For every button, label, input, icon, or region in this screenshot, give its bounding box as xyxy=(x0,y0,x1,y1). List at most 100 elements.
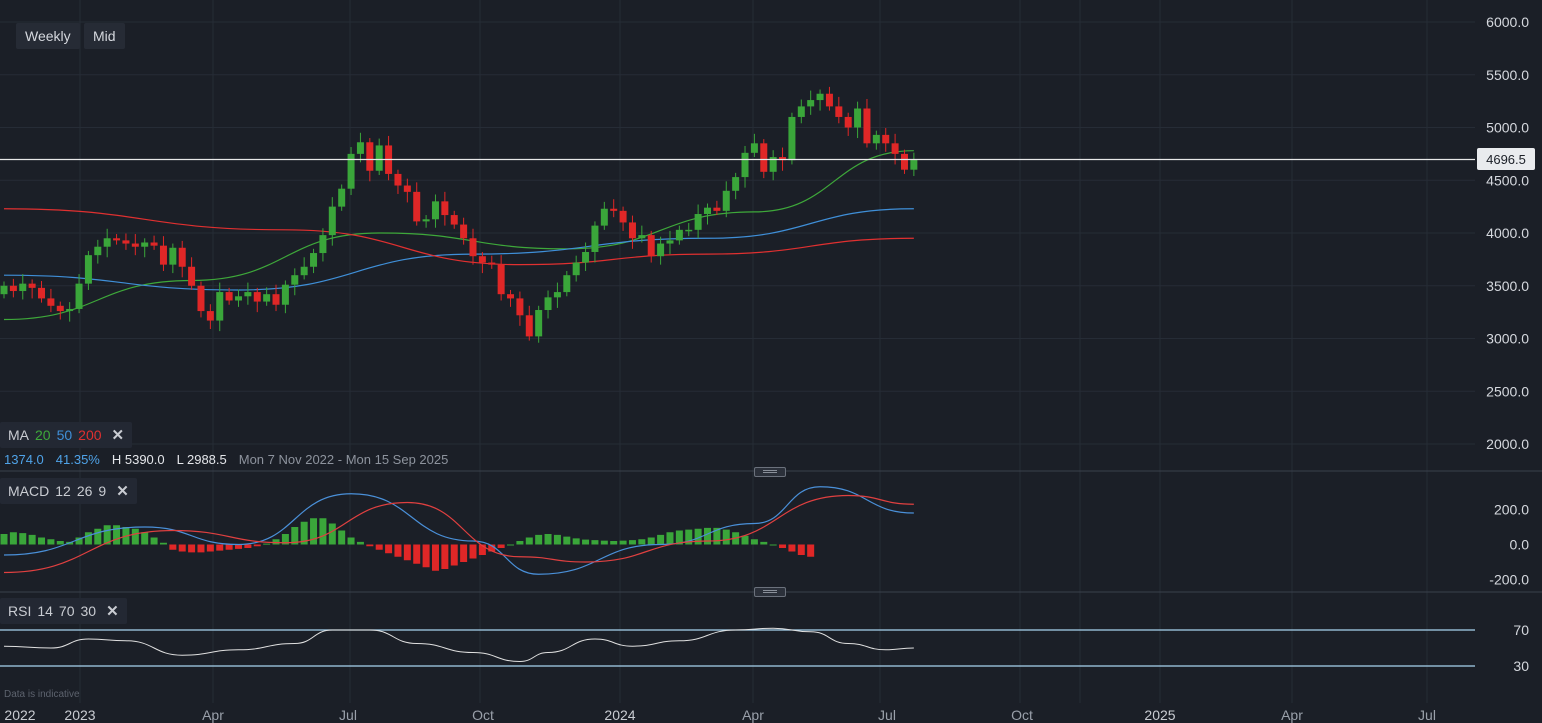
macd-histogram-bar xyxy=(769,544,777,546)
candle-body xyxy=(131,243,139,247)
macd-histogram-bar xyxy=(422,544,430,568)
macd-histogram-bar xyxy=(113,525,121,545)
price-tick-label: 4500.0 xyxy=(1486,172,1529,188)
panel-resize-handle[interactable] xyxy=(754,467,786,477)
candle-body xyxy=(600,208,608,226)
macd-histogram-bar xyxy=(84,532,92,545)
macd-histogram-bar xyxy=(366,544,374,547)
candle-body xyxy=(235,296,242,301)
macd-histogram-bar xyxy=(516,541,524,545)
candle-body xyxy=(366,142,374,171)
macd-histogram-bar xyxy=(563,536,571,545)
macd-signal-line xyxy=(3,494,914,574)
candle-body xyxy=(56,305,64,312)
price-tick-label: 3000.0 xyxy=(1486,331,1529,347)
macd-histogram-bar xyxy=(488,544,496,552)
macd-histogram-bar xyxy=(760,541,768,545)
candle-body xyxy=(328,206,336,236)
macd-close-icon[interactable]: ✕ xyxy=(116,483,129,500)
candle-body xyxy=(732,177,740,191)
candle-body xyxy=(84,255,92,284)
macd-histogram-bar xyxy=(741,535,749,545)
ma50-line xyxy=(3,208,914,291)
macd-histogram-bar xyxy=(685,529,693,545)
ma-close-icon[interactable]: ✕ xyxy=(111,427,125,444)
price-tick-label: 5500.0 xyxy=(1486,67,1529,83)
high-value: H 5390.0 xyxy=(111,452,165,467)
current-price-tag: 4696.5 xyxy=(1477,148,1535,170)
candle-body xyxy=(488,262,496,265)
rsi-panel: 70 30 xyxy=(0,622,1529,674)
macd-histogram-bar xyxy=(647,537,655,545)
macd-histogram-bar xyxy=(544,534,552,545)
macd-histogram-bar xyxy=(75,537,83,545)
candle-body xyxy=(244,292,252,297)
candle-body xyxy=(281,284,289,305)
candle-body xyxy=(553,292,561,298)
candle-body xyxy=(103,238,111,247)
macd-histogram-bar xyxy=(28,534,36,545)
interval-button[interactable]: Weekly xyxy=(16,23,80,49)
macd-histogram-bar xyxy=(460,544,468,562)
macd-histogram-bar xyxy=(750,539,758,545)
ma20-line xyxy=(3,150,914,321)
macd-tick-label: 0.0 xyxy=(1510,537,1530,553)
macd-legend[interactable]: MACD 12 26 9 ✕ xyxy=(0,478,137,504)
candle-body xyxy=(666,240,674,244)
price-type-button[interactable]: Mid xyxy=(84,23,125,49)
candle-body xyxy=(647,235,655,257)
macd-histogram-bar xyxy=(197,544,205,553)
candle-body xyxy=(788,116,796,161)
candle-body xyxy=(338,188,346,207)
time-axis-label: Oct xyxy=(1011,707,1033,723)
time-axis-label: Jul xyxy=(878,707,896,723)
ma-legend[interactable]: MA 20 50 200 ✕ xyxy=(0,422,133,448)
macd-histogram-bar xyxy=(713,527,721,545)
candle-body xyxy=(394,173,402,186)
moving-average-lines xyxy=(3,150,914,321)
macd-panel: 200.0 0.0 -200.0 xyxy=(0,486,1530,588)
time-axis: 2022 2023 Apr Jul Oct 2024 Apr Jul Oct 2025 Apr Jul xyxy=(4,707,1436,723)
candle-body xyxy=(872,134,880,144)
data-disclaimer: Data is indicative xyxy=(4,689,80,700)
panel-resize-handle[interactable] xyxy=(754,587,786,597)
macd-histogram-bar xyxy=(572,538,580,545)
candle-body xyxy=(422,219,430,222)
candle-body xyxy=(413,191,421,222)
candle-body xyxy=(750,143,758,153)
candle-body xyxy=(159,245,167,265)
candle-body xyxy=(685,229,693,232)
macd-histogram-bar xyxy=(394,544,402,557)
candle-body xyxy=(113,238,121,241)
candle-body xyxy=(544,297,552,311)
macd-tick-label: -200.0 xyxy=(1489,572,1529,588)
candle-body xyxy=(75,283,83,309)
macd-histogram-bar xyxy=(788,544,796,552)
candle-body xyxy=(469,238,477,257)
macd-histogram-bar xyxy=(356,541,364,545)
candle-body xyxy=(47,298,55,306)
time-axis-label: 2024 xyxy=(604,707,635,723)
rsi-close-icon[interactable]: ✕ xyxy=(106,603,119,620)
candle-body xyxy=(497,264,505,295)
macd-histogram-bar xyxy=(619,540,627,545)
candle-body xyxy=(779,157,787,161)
time-axis-label: Apr xyxy=(1281,707,1303,723)
candle-body xyxy=(460,224,468,239)
macd-histogram-bar xyxy=(450,544,458,566)
macd-histogram-bar xyxy=(328,523,336,545)
candle-body xyxy=(863,108,871,144)
macd-line xyxy=(3,486,914,575)
rsi-period: 14 xyxy=(37,603,53,619)
candle-body xyxy=(628,222,636,239)
candle-body xyxy=(141,242,149,247)
time-axis-label: Jul xyxy=(339,707,357,723)
macd-signal: 9 xyxy=(98,483,107,499)
candle-body xyxy=(216,292,224,321)
macd-histogram-bar xyxy=(507,544,515,546)
macd-histogram-bar xyxy=(0,534,8,545)
rsi-lower: 30 xyxy=(80,603,97,619)
candle-body xyxy=(28,283,36,288)
rsi-legend[interactable]: RSI 14 70 30 ✕ xyxy=(0,598,127,624)
